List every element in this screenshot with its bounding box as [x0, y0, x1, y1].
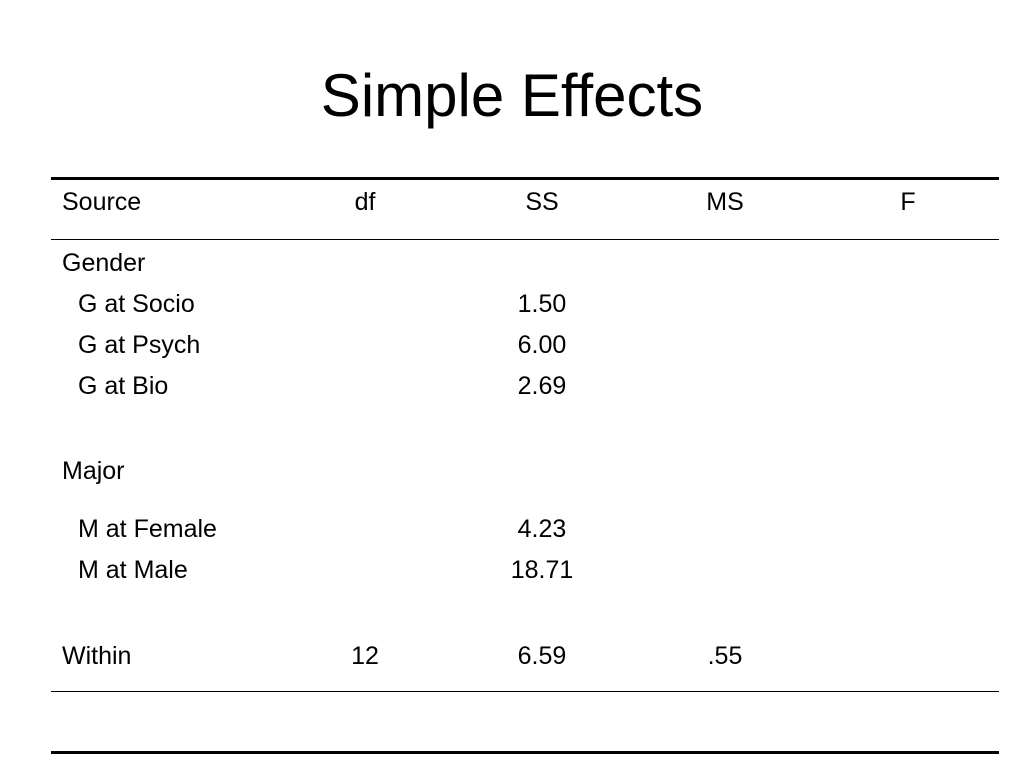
header-f: F	[900, 188, 916, 216]
header-ss: SS	[525, 188, 559, 216]
header-source: Source	[62, 188, 142, 216]
row-source: Within	[62, 642, 132, 670]
page-title: Simple Effects	[320, 62, 704, 129]
table-bottom-rule	[51, 691, 999, 692]
row-source: M at Male	[78, 556, 188, 584]
row-ss: 4.23	[517, 515, 567, 543]
row-ss: 1.50	[517, 290, 567, 318]
table-header-rule	[51, 239, 999, 240]
header-ms: MS	[706, 188, 744, 216]
row-source: G at Socio	[78, 290, 195, 318]
row-source: Major	[62, 457, 125, 485]
row-source: M at Female	[78, 515, 217, 543]
row-ss: 6.59	[517, 642, 567, 670]
row-ss: 2.69	[517, 372, 567, 400]
row-source: Gender	[62, 249, 146, 277]
page-bottom-rule	[51, 751, 999, 754]
row-ss: 18.71	[510, 556, 574, 584]
row-ms: .55	[707, 642, 743, 670]
row-source: G at Bio	[78, 372, 169, 400]
header-df: df	[354, 188, 376, 216]
table-top-rule	[51, 177, 999, 180]
row-ss: 6.00	[517, 331, 567, 359]
row-df: 12	[351, 642, 379, 670]
row-source: G at Psych	[78, 331, 201, 359]
